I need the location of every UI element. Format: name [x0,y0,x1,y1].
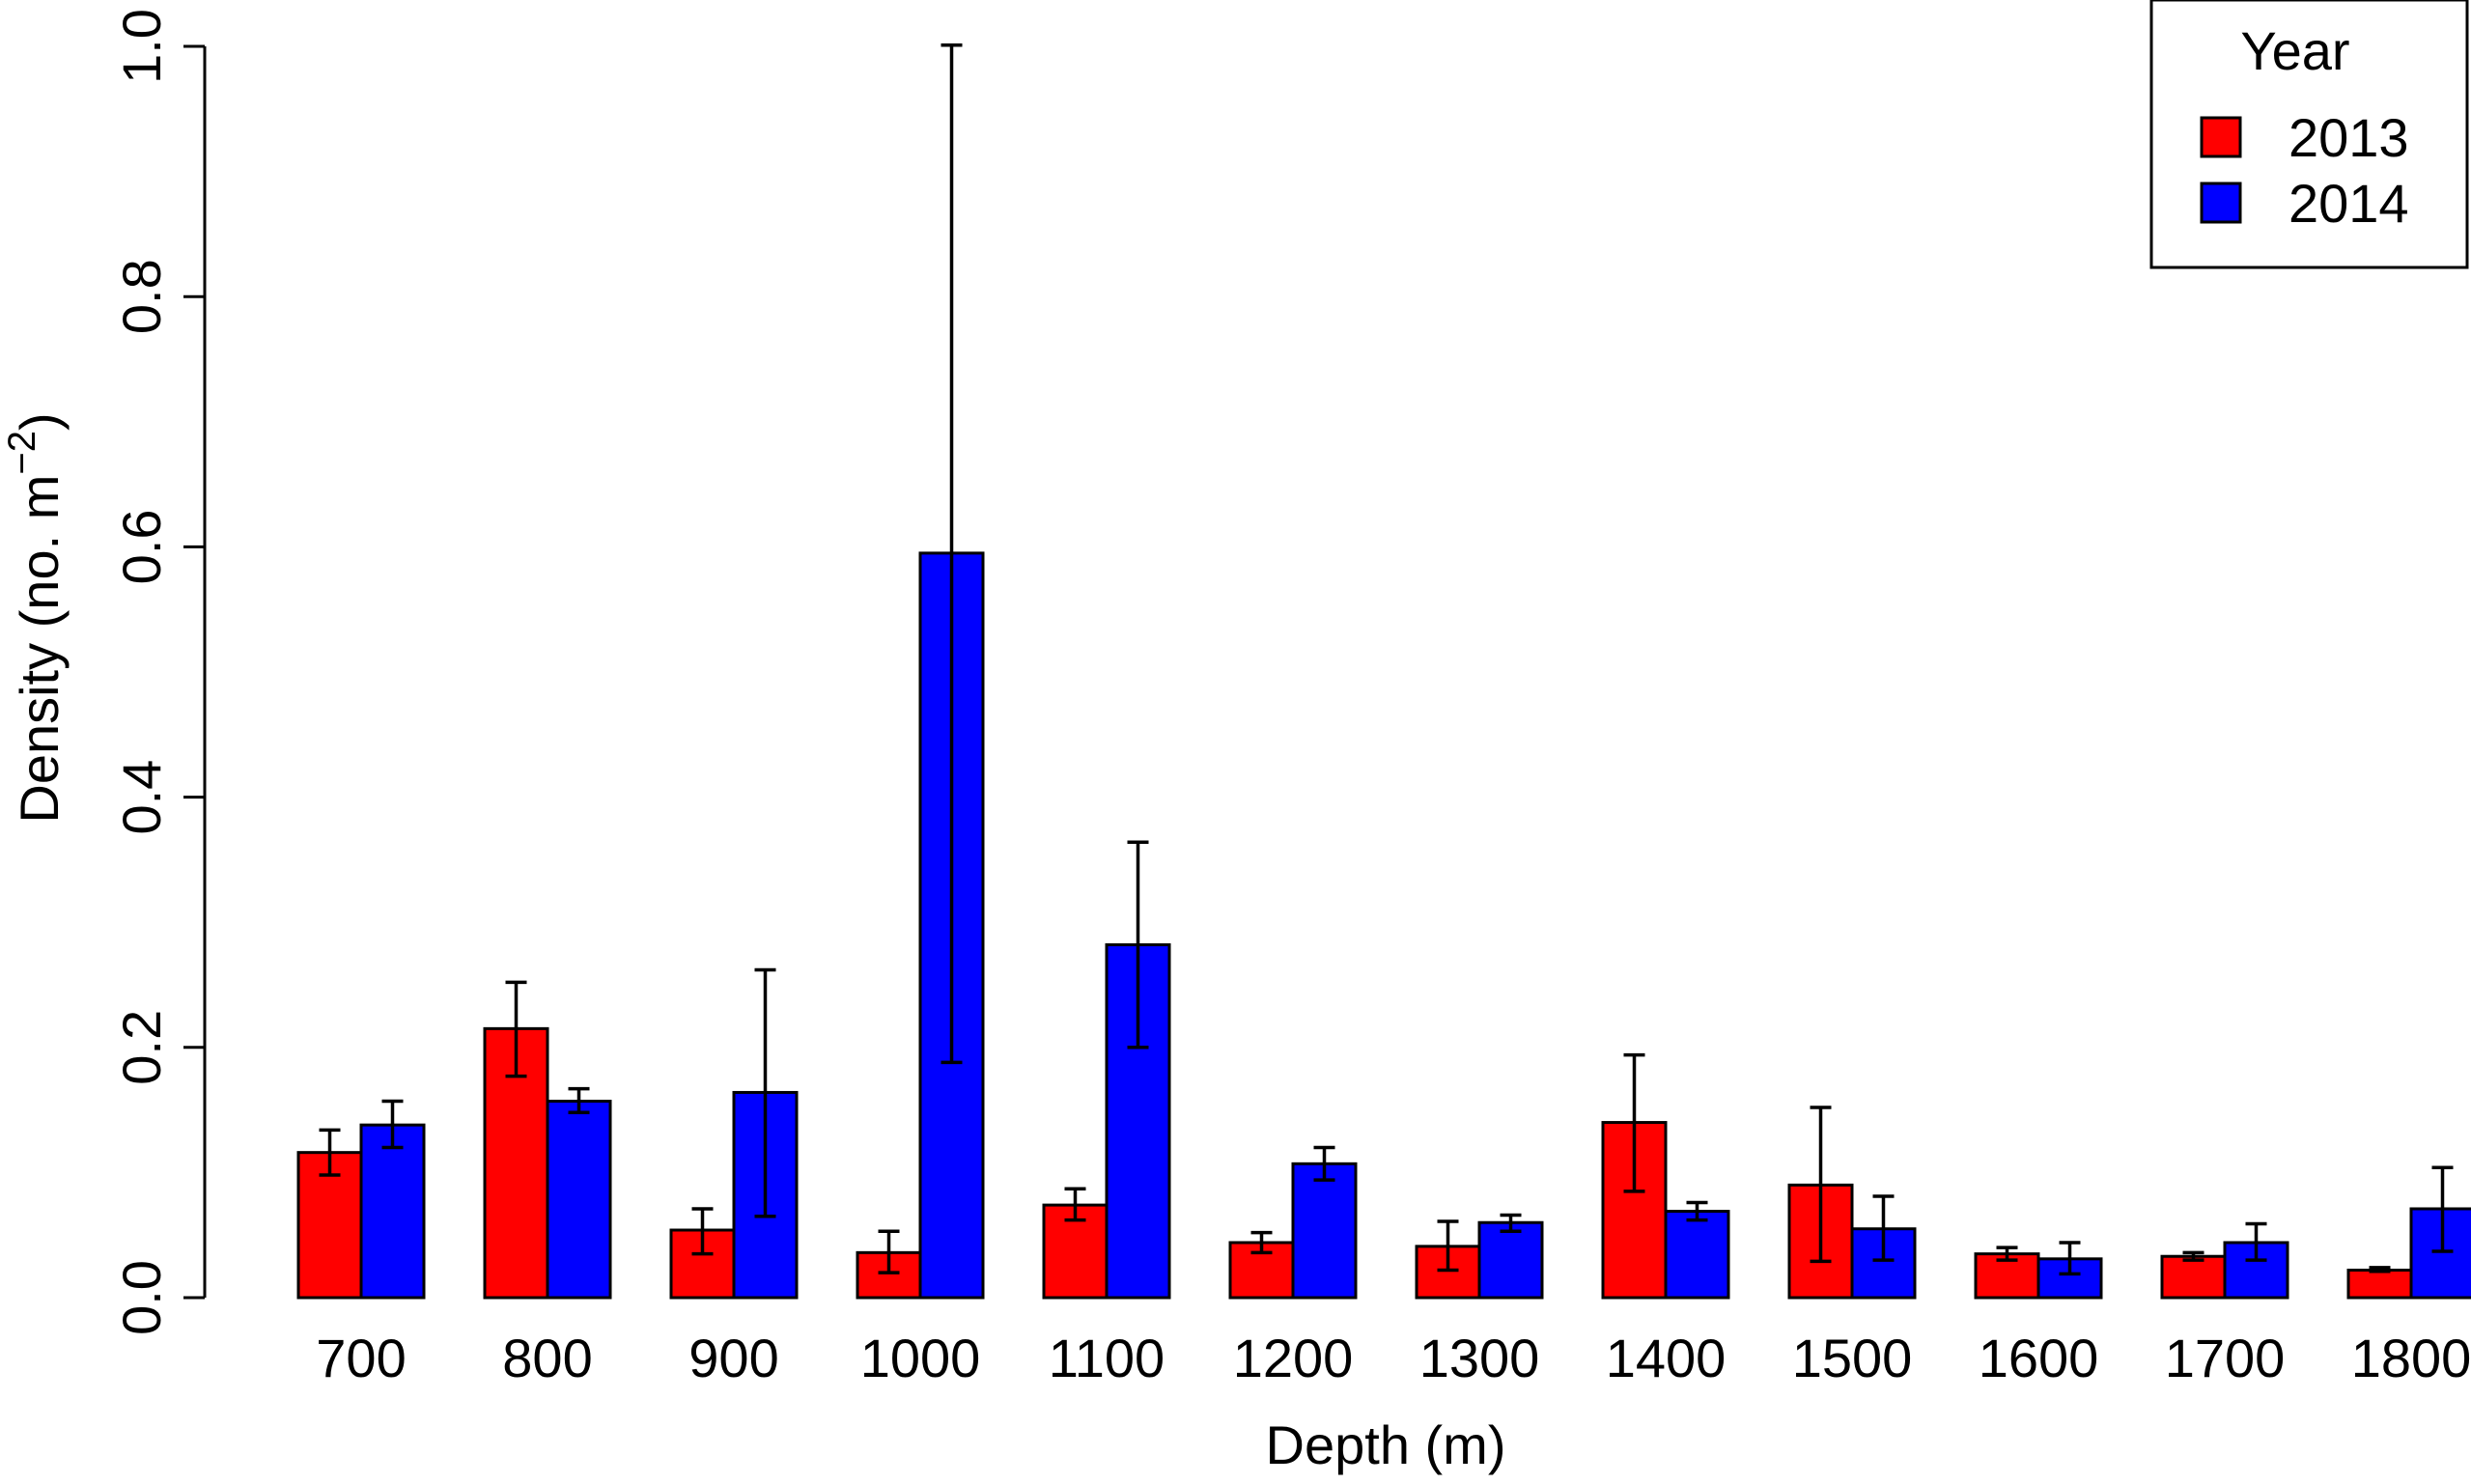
error-bar-2014-1000 [941,42,963,1065]
error-bar-2013-1000 [878,1229,900,1274]
error-bar-2013-1100 [1064,1187,1086,1222]
bar-2014-1400 [1664,1210,1730,1300]
x-tick-label: 1100 [1049,1328,1165,1388]
error-bars-layer [319,42,2454,1276]
bar-2014-1200 [1291,1162,1358,1300]
legend-swatch [2200,182,2242,224]
error-bar-2013-900 [691,1207,714,1256]
bar-2014-1300 [1477,1220,1544,1300]
error-bar-2014-1200 [1313,1145,1335,1182]
legend-item-2013: 2013 [2200,107,2409,168]
y-tick-label: 0.6 [111,509,172,584]
legend-label: 2013 [2288,107,2409,168]
legend-label: 2014 [2288,173,2409,234]
error-bar-2013-800 [505,980,527,1078]
x-tick-label: 1700 [2165,1328,2286,1388]
y-axis-title-main: Density (no. m [9,475,70,824]
error-bar-2013-1800 [2369,1266,2391,1274]
error-bar-2014-1100 [1127,840,1149,1050]
error-bar-2014-700 [381,1099,404,1150]
y-tick-label: 0.8 [111,259,172,334]
y-tick-label: 1.0 [111,9,172,84]
legend-title: Year [2240,20,2349,81]
y-axis-title: Density (no. m−2) [1,412,70,823]
x-tick-label: 1200 [1233,1328,1354,1388]
error-bar-2014-1400 [1686,1200,1708,1222]
bar-2013-1200 [1228,1241,1295,1300]
bar-2013-1800 [2346,1268,2413,1300]
x-axis: 700 800 900 1000 1100 1200 1300 1400 1500 1600 170… [316,1328,2471,1388]
error-bar-2013-1500 [1810,1106,1832,1264]
error-bar-2014-1700 [2245,1221,2267,1262]
error-bar-2013-700 [319,1128,341,1177]
y-axis: 0.0 0.2 0.4 0.6 0.8 1.0 [111,9,207,1335]
y-tick-label: 0.0 [111,1260,172,1335]
error-bar-2014-1800 [2431,1165,2454,1253]
x-tick-label: 1400 [1606,1328,1727,1388]
error-bar-2013-1300 [1437,1219,1459,1273]
error-bar-2013-1600 [1996,1246,2018,1262]
x-tick-label: 900 [688,1328,778,1388]
bar-2014-1500 [1850,1227,1917,1300]
bar-2014-700 [359,1123,426,1300]
error-bar-2013-1200 [1250,1230,1273,1255]
error-bar-2013-1400 [1623,1052,1645,1193]
y-tick-label: 0.2 [111,1010,172,1085]
error-bar-2014-1500 [1872,1194,1895,1262]
legend-swatch [2200,116,2242,158]
bar-2013-1700 [2160,1254,2227,1300]
y-axis-title-superscript: −2 [1,431,43,475]
bars-layer [296,551,2471,1300]
x-axis-title: Depth (m) [1266,1414,1506,1475]
error-bar-2014-1300 [1500,1213,1522,1234]
error-bar-2014-800 [568,1086,590,1114]
legend-item-2014: 2014 [2200,173,2409,234]
bar-2014-800 [546,1100,612,1300]
x-tick-label: 1000 [860,1328,981,1388]
x-tick-label: 1500 [1792,1328,1913,1388]
x-tick-label: 1600 [1979,1328,2099,1388]
x-tick-label: 700 [316,1328,406,1388]
x-tick-label: 800 [502,1328,592,1388]
x-tick-label: 1300 [1419,1328,1540,1388]
x-tick-label: 1800 [2351,1328,2471,1388]
error-bar-2014-900 [754,967,776,1218]
y-tick-label: 0.4 [111,760,172,835]
bar-2014-1800 [2409,1207,2471,1300]
error-bar-2014-1600 [2059,1241,2081,1276]
error-bar-2013-1700 [2182,1250,2204,1262]
y-axis-title-close: ) [9,412,70,431]
